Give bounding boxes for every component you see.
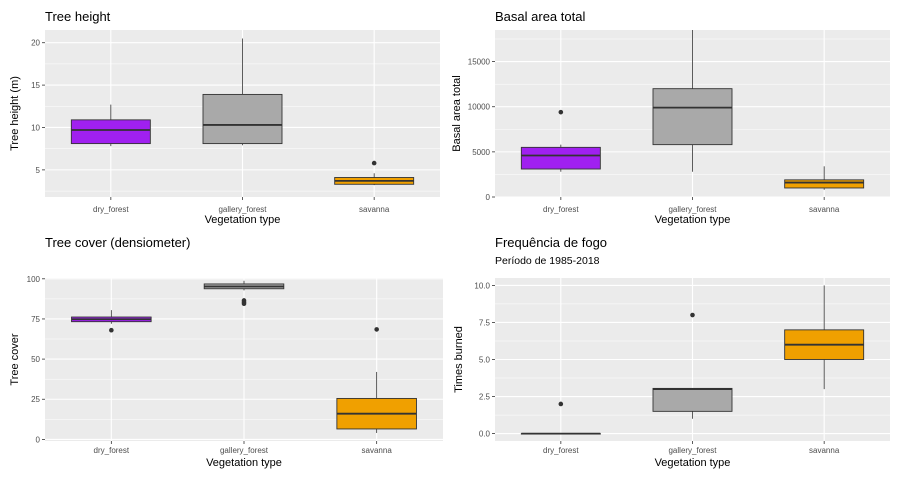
fire-frequency-chart: 0.0 2.5 5.0 7.5 10.0 dry_forest gallery_forest… [450, 230, 900, 480]
x-tick-label: savanna [362, 446, 393, 455]
chart-subtitle: Período de 1985-2018 [495, 255, 600, 267]
chart-svg: 5 10 15 20 dry_forest gallery_forest savanna Tr… [9, 9, 440, 226]
y-tick-label: 7.5 [479, 318, 491, 327]
x-axis-title: Vegetation type [655, 214, 731, 226]
outlier-point [374, 327, 379, 332]
box-dry-forest [520, 109, 601, 172]
y-tick-label: 15 [31, 81, 40, 90]
outlier-point [558, 109, 564, 115]
box-gallery-forest [203, 280, 285, 306]
box-dry-forest [71, 310, 152, 333]
box-iqr [202, 93, 283, 145]
box-savanna [784, 166, 865, 190]
y-axis-title: Times burned [453, 326, 465, 393]
y-tick-label: 50 [31, 355, 40, 364]
chart-title: Tree height [45, 9, 111, 24]
outlier-point [109, 327, 114, 333]
y-axis-title: Tree cover [9, 333, 21, 386]
x-tick-label: savanna [359, 205, 390, 214]
chart-title: Basal area total [495, 9, 585, 24]
outlier-point [558, 401, 564, 407]
x-tick-label: gallery_forest [220, 446, 269, 455]
x-tick-label: gallery_forest [668, 446, 717, 455]
x-axis-title: Vegetation type [655, 457, 731, 469]
y-axis-title: Tree height (m) [9, 76, 21, 151]
y-tick-label: 75 [31, 315, 40, 324]
y-tick-label: 0 [486, 193, 491, 202]
x-tick-label: dry_forest [94, 446, 130, 455]
y-tick-label: 2.5 [479, 393, 491, 402]
box-iqr [784, 179, 865, 189]
y-axis-title: Basal area total [451, 75, 463, 151]
box-gallery-forest [202, 38, 283, 146]
y-tick-label: 100 [27, 275, 41, 284]
basal-area-chart: 0 5000 10000 15000 dry_forest gallery_forest s… [450, 0, 900, 230]
y-tick-label: 5000 [472, 148, 490, 157]
box-savanna [334, 160, 415, 186]
y-tick-label: 5.0 [479, 356, 491, 365]
y-tick-label: 0.0 [479, 430, 491, 439]
y-tick-label: 10000 [468, 103, 491, 112]
outlier-point [241, 301, 247, 306]
chart-svg: 0 25 50 75 100 dry_forest gallery_forest savann… [9, 235, 443, 469]
y-tick-label: 10 [31, 123, 40, 132]
y-tick-label: 5 [36, 166, 41, 175]
x-tick-label: dry_forest [93, 205, 129, 214]
chart-title: Tree cover (densiometer) [45, 235, 190, 250]
x-tick-label: dry_forest [543, 205, 579, 214]
y-tick-label: 20 [31, 39, 40, 48]
x-tick-label: dry_forest [543, 446, 579, 455]
y-tick-label: 10.0 [474, 281, 490, 290]
x-tick-label: gallery_forest [218, 205, 267, 214]
chart-svg: 0.0 2.5 5.0 7.5 10.0 dry_forest gallery_forest… [453, 235, 890, 469]
box-dry-forest [520, 401, 601, 435]
chart-title: Frequência de fogo [495, 235, 607, 250]
x-axis-title: Vegetation type [206, 457, 282, 469]
box-iqr [70, 119, 151, 145]
x-tick-label: savanna [809, 446, 840, 455]
outlier-point [690, 312, 695, 318]
x-axis-title: Vegetation type [205, 214, 281, 226]
box-iqr [652, 387, 733, 412]
tree-height-chart: 5 10 15 20 dry_forest gallery_forest savanna Tr… [0, 0, 450, 230]
box-gallery-forest [652, 312, 733, 419]
x-tick-label: savanna [809, 205, 840, 214]
tree-cover-chart: 0 25 50 75 100 dry_forest gallery_forest savann… [0, 230, 450, 480]
box-iqr [520, 146, 601, 170]
box-savanna [784, 285, 865, 390]
box-savanna [336, 327, 417, 433]
x-tick-label: gallery_forest [668, 205, 717, 214]
y-tick-label: 25 [31, 395, 40, 404]
outlier-point [371, 160, 377, 166]
y-tick-label: 0 [36, 435, 41, 444]
y-tick-label: 15000 [468, 58, 491, 67]
chart-svg: 0 5000 10000 15000 dry_forest gallery_forest s… [451, 9, 890, 226]
box-dry-forest [70, 104, 151, 147]
box-gallery-forest [652, 30, 733, 172]
box-iqr [652, 88, 733, 146]
